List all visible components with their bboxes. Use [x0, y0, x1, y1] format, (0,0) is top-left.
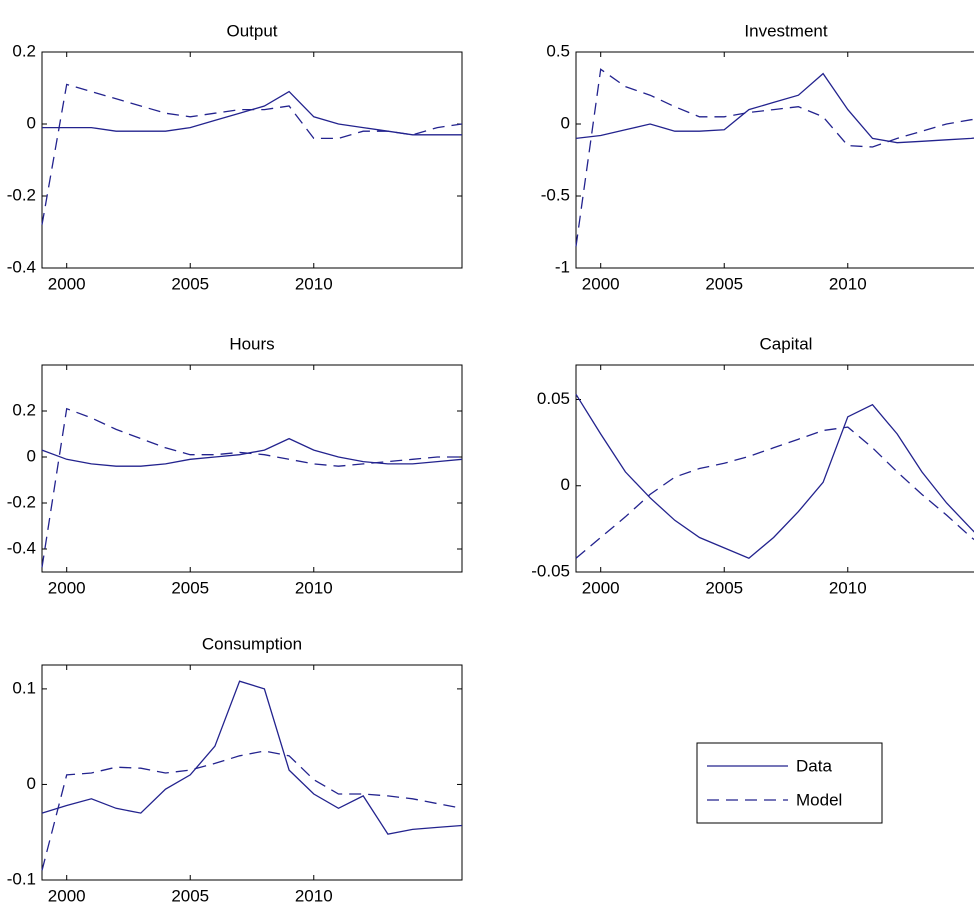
y-tick-label: -0.2: [7, 185, 36, 204]
x-tick-label: 2010: [295, 578, 333, 597]
x-tick-label: 2005: [171, 274, 209, 293]
axes-frame: [41, 51, 463, 269]
y-tick-label: 0.5: [546, 41, 570, 60]
series-line: [41, 83, 463, 225]
x-tick-label: 2000: [48, 274, 86, 293]
legend-box: [696, 742, 883, 824]
chart-title: Output: [226, 21, 277, 40]
x-tick-label: 2000: [48, 886, 86, 905]
series-line: [575, 72, 974, 144]
axes-frame: [575, 51, 974, 269]
x-tick-label: 2005: [171, 886, 209, 905]
y-tick-label: 0.1: [12, 678, 36, 697]
legend-label: Data: [796, 756, 832, 775]
axes-frame: [41, 664, 463, 881]
series-line: [575, 393, 974, 559]
legend-label: Model: [796, 790, 842, 809]
y-tick-label: 0.05: [537, 389, 570, 408]
y-tick-label: -1: [555, 257, 570, 276]
x-tick-label: 2010: [829, 578, 867, 597]
legend: Data Model: [696, 742, 883, 824]
x-tick-label: 2010: [295, 886, 333, 905]
series-line: [41, 750, 463, 871]
x-tick-label: 2000: [48, 578, 86, 597]
y-tick-label: 0.2: [12, 400, 36, 419]
series-line: [42, 90, 462, 136]
series-line: [41, 437, 463, 467]
y-tick-label: -0.05: [531, 561, 570, 580]
axes-frame: [575, 364, 974, 573]
y-tick-label: -0.2: [7, 492, 36, 511]
y-tick-label: -0.1: [7, 869, 36, 888]
x-tick-label: 2000: [582, 274, 620, 293]
x-tick-label: 2010: [295, 274, 333, 293]
x-tick-label: 2005: [171, 578, 209, 597]
axes-frame: [41, 364, 463, 573]
y-tick-label: 0: [561, 113, 570, 132]
chart-title: Investment: [744, 21, 827, 40]
x-tick-label: 2005: [705, 274, 743, 293]
chart-title: Consumption: [202, 634, 302, 653]
series-line: [575, 426, 974, 559]
y-tick-label: 0: [27, 446, 36, 465]
y-tick-label: -0.4: [7, 257, 36, 276]
y-tick-label: 0: [27, 113, 36, 132]
chart-title: Capital: [760, 334, 813, 353]
y-tick-label: 0.2: [12, 41, 36, 60]
series-line: [41, 680, 463, 835]
x-tick-label: 2010: [829, 274, 867, 293]
x-tick-label: 2005: [705, 578, 743, 597]
chart-title: Hours: [229, 334, 274, 353]
y-tick-label: 0: [561, 475, 570, 494]
x-tick-label: 2000: [582, 578, 620, 597]
series-line: [575, 68, 974, 247]
series-line: [41, 407, 462, 568]
y-tick-label: -0.4: [7, 538, 36, 557]
y-tick-label: 0: [27, 774, 36, 793]
y-tick-label: -0.5: [541, 185, 570, 204]
